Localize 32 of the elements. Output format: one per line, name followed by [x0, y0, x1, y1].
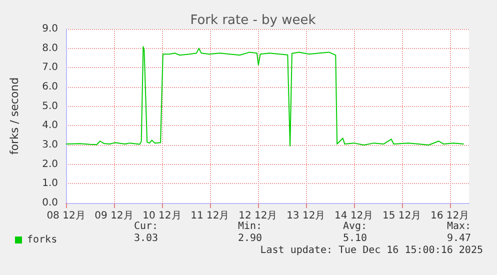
- x-tick-label: 14 12月: [334, 210, 374, 222]
- y-tick-label: 8.0: [42, 42, 58, 54]
- y-tick-label: 7.0: [42, 62, 58, 74]
- y-tick-label: 0.0: [42, 198, 58, 208]
- y-axis-title: forks / second: [8, 77, 21, 155]
- chart-title: Fork rate - by week: [190, 13, 316, 28]
- line-series: [66, 46, 464, 146]
- y-tick-label: 2.0: [42, 158, 58, 170]
- x-tick-label: 08 12月: [46, 210, 86, 222]
- x-tick-label: 10 12月: [142, 210, 182, 222]
- text: Max:: [446, 221, 472, 232]
- legend-label: forks: [27, 234, 58, 246]
- y-tick-label: 3.0: [42, 140, 58, 150]
- text: 3.03: [134, 233, 158, 244]
- x-tick-label: 15 12月: [382, 210, 422, 222]
- y-tick-label: 6.0: [42, 82, 58, 92]
- x-tick-label: 16 12月: [430, 210, 470, 222]
- y-tick-label: 9.0: [42, 24, 58, 34]
- text: 9.47: [446, 233, 472, 244]
- x-tick-label: 11 12月: [190, 210, 230, 222]
- text: Avg:: [342, 221, 368, 232]
- x-tick-label: 13 12月: [286, 210, 326, 222]
- y-tick-label: 1.0: [42, 178, 58, 190]
- text: 5.10: [342, 233, 368, 244]
- text: Cur:: [134, 221, 158, 232]
- y-tick-label: 4.0: [42, 120, 58, 132]
- text: Last update: Tue Dec 16 15:00:16 2025: [260, 245, 483, 256]
- x-tick-label: 09 12月: [94, 210, 134, 222]
- x-tick-label: 12 12月: [238, 210, 278, 222]
- y-tick-label: 5.0: [42, 100, 58, 112]
- text: 2.90: [238, 233, 262, 244]
- text: Min:: [238, 221, 262, 232]
